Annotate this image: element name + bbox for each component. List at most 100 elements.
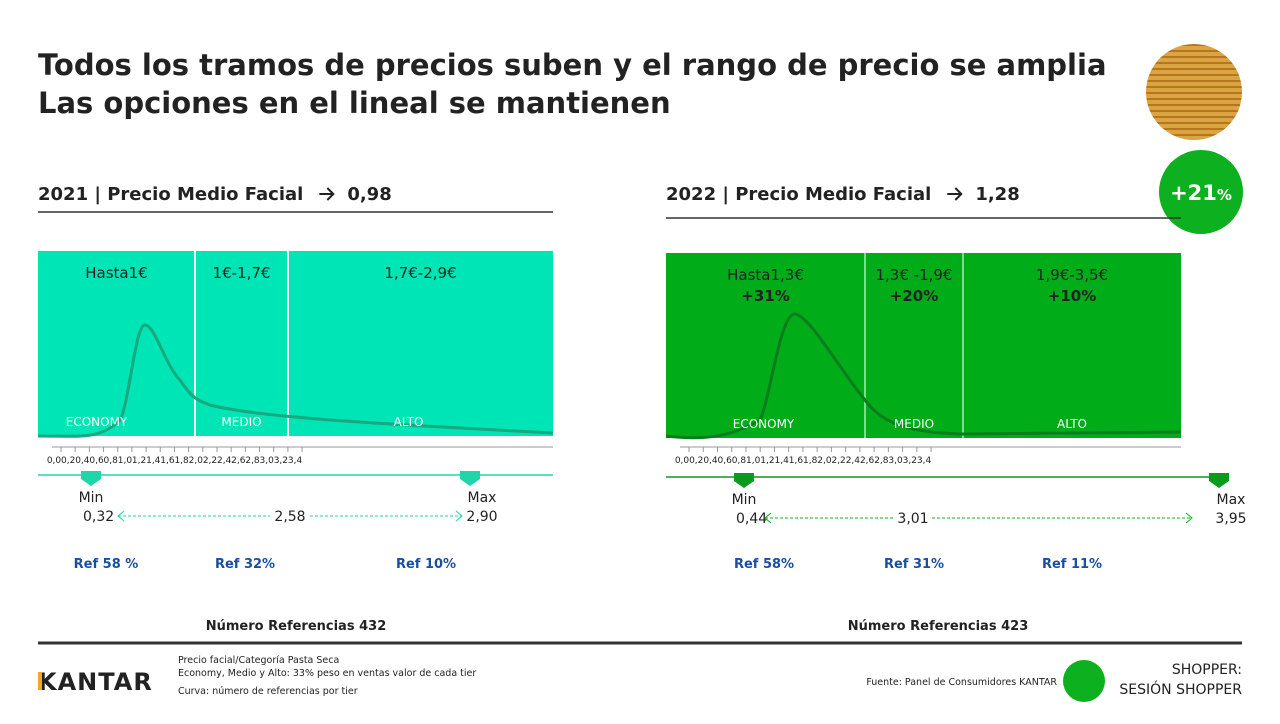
tier-label: 1,7€-2,9€ xyxy=(384,264,456,282)
tick-label: 3,2 xyxy=(274,456,288,466)
references-count: Número Referencias 423 xyxy=(848,619,1028,634)
tier-label: 1,9€-3,5€ xyxy=(1036,266,1108,284)
average: 0,98 xyxy=(347,184,391,205)
tick-label: 2,8 xyxy=(874,456,889,466)
tick-label: 2,4 xyxy=(217,456,232,466)
range-arrowhead xyxy=(117,510,125,522)
tick-label: 2,8 xyxy=(245,456,260,466)
tick-label: 3,0 xyxy=(260,456,275,466)
tier-label: 1€-1,7€ xyxy=(213,264,271,282)
tick-label: 0,2 xyxy=(689,456,703,466)
tier-change: +20% xyxy=(890,287,938,305)
tick-label: 1,6 xyxy=(789,456,804,466)
max-label: Max xyxy=(468,490,497,506)
panel-heading: 2022 | Precio Medio Facial xyxy=(666,184,931,205)
tick-label: 0,8 xyxy=(732,456,747,466)
distribution-curve xyxy=(665,312,1182,440)
tick-label: 0,0 xyxy=(675,456,690,466)
title: Las opciones en el lineal se mantienen xyxy=(38,86,671,120)
tick-label: 1,2 xyxy=(132,456,146,466)
shopper: SHOPPER: xyxy=(1172,662,1242,678)
logo-accent xyxy=(38,672,42,690)
ref-share: Ref 58 % xyxy=(74,557,139,572)
badge xyxy=(1159,150,1243,234)
tick-label: 0,4 xyxy=(75,456,90,466)
note: Precio facial/Categoría Pasta Seca xyxy=(178,655,339,666)
badge-text: +21% xyxy=(1170,181,1232,205)
shopper-icon xyxy=(1063,660,1105,702)
ref-share: Ref 11% xyxy=(1042,557,1102,572)
band-label: ALTO xyxy=(1057,417,1087,431)
min-label: Min xyxy=(732,492,757,508)
min-value: 0,44 xyxy=(736,511,767,527)
min-value: 0,32 xyxy=(83,509,114,525)
band-label: ALTO xyxy=(393,415,423,429)
min-label: Min xyxy=(79,490,104,506)
range-marker xyxy=(81,471,101,486)
tier-area xyxy=(666,253,1181,438)
range-value: 3,01 xyxy=(897,511,928,527)
tick-label: 0,2 xyxy=(61,456,75,466)
tick-label: 3,4 xyxy=(288,456,303,466)
tick-label: 3,0 xyxy=(888,456,903,466)
tick-label: 0,4 xyxy=(703,456,718,466)
tick-label: 1,6 xyxy=(160,456,175,466)
tier-change: +10% xyxy=(1048,287,1096,305)
tick-label: 1,8 xyxy=(803,456,818,466)
max-value: 2,90 xyxy=(466,509,497,525)
tick-label: 3,2 xyxy=(903,456,917,466)
references-count: Número Referencias 432 xyxy=(206,619,386,634)
tick-label: 1,2 xyxy=(760,456,774,466)
tick-label: 2,2 xyxy=(203,456,217,466)
average: 1,28 xyxy=(975,184,1019,205)
range-value: 2,58 xyxy=(274,509,305,525)
shopper: SESIÓN SHOPPER xyxy=(1119,680,1242,698)
max-value: 3,95 xyxy=(1215,511,1246,527)
tick-label: 0,0 xyxy=(47,456,62,466)
tick-label: 1,8 xyxy=(174,456,189,466)
tier-change: +31% xyxy=(741,287,789,305)
band-label: MEDIO xyxy=(221,415,261,429)
panel-heading: 2021 | Precio Medio Facial xyxy=(38,184,303,205)
tick-label: 1,4 xyxy=(146,456,161,466)
tick-label: 0,6 xyxy=(89,456,104,466)
tick-label: 1,4 xyxy=(775,456,790,466)
note: Economy, Medio y Alto: 33% peso en venta… xyxy=(178,668,476,679)
range-marker xyxy=(734,473,754,488)
tier-label: Hasta1€ xyxy=(85,264,147,282)
pasta-image xyxy=(1146,44,1242,140)
range-arrowhead xyxy=(1185,512,1193,524)
tick-label: 0,6 xyxy=(718,456,733,466)
tick-label: 2,0 xyxy=(817,456,832,466)
tick-label: 2,0 xyxy=(189,456,204,466)
tick-label: 1,0 xyxy=(118,456,133,466)
ref-share: Ref 10% xyxy=(396,557,456,572)
band-label: ECONOMY xyxy=(733,417,795,431)
distribution-curve xyxy=(37,323,554,438)
range-marker xyxy=(460,471,480,486)
tick-label: 0,8 xyxy=(104,456,119,466)
tick-label: 1,0 xyxy=(746,456,761,466)
note: Curva: número de referencias por tier xyxy=(178,686,358,697)
range-marker xyxy=(1209,473,1229,488)
source: Fuente: Panel de Consumidores KANTAR xyxy=(866,677,1057,688)
tick-label: 2,2 xyxy=(831,456,845,466)
ref-share: Ref 32% xyxy=(215,557,275,572)
tick-label: 2,4 xyxy=(846,456,861,466)
range-arrowhead xyxy=(764,512,772,524)
arrow-icon xyxy=(947,187,963,201)
tier-label: Hasta1,3€ xyxy=(727,266,804,284)
ref-share: Ref 58% xyxy=(734,557,794,572)
arrow-icon xyxy=(319,187,335,201)
band-label: MEDIO xyxy=(894,417,934,431)
ref-share: Ref 31% xyxy=(884,557,944,572)
tick-label: 3,4 xyxy=(917,456,932,466)
max-label: Max xyxy=(1217,492,1246,508)
logo: KANTAR xyxy=(38,668,153,696)
band-label: ECONOMY xyxy=(66,415,128,429)
tier-label: 1,3€ -1,9€ xyxy=(876,266,953,284)
range-arrowhead xyxy=(455,510,463,522)
tick-label: 2,6 xyxy=(860,456,875,466)
tick-label: 2,6 xyxy=(231,456,246,466)
